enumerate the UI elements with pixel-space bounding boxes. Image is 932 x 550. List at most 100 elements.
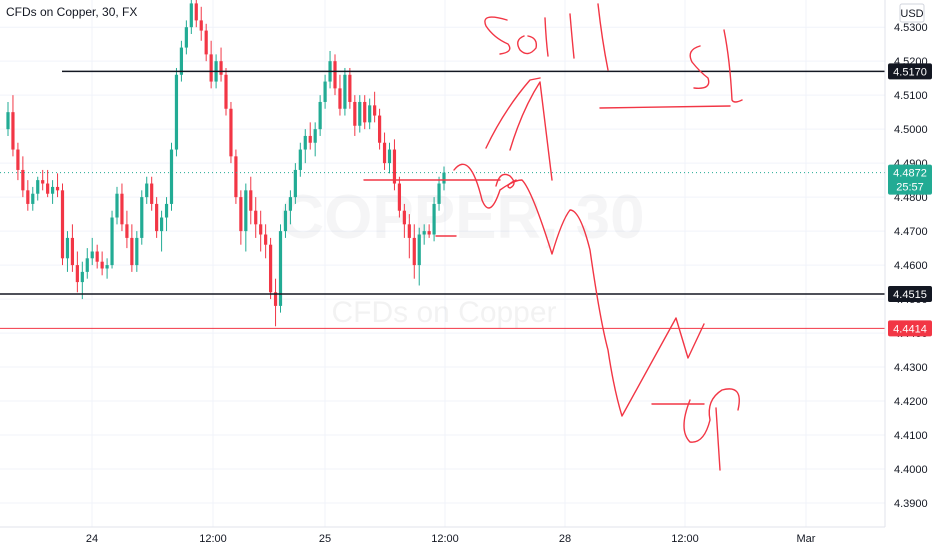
candle-body — [140, 197, 144, 238]
y-tick-label: 4.4800 — [894, 192, 928, 204]
candle — [50, 180, 55, 204]
chart-title: CFDs on Copper, 30, FX — [6, 5, 137, 19]
candle — [328, 50, 332, 89]
candle-body — [70, 237, 75, 266]
horizontal-lines — [0, 70, 885, 329]
candle-body — [36, 180, 40, 194]
candle-body — [120, 193, 124, 225]
candle — [140, 190, 144, 245]
hline-price-label: 4.4515 — [888, 285, 932, 302]
candle-body — [31, 193, 35, 204]
candle-body — [150, 183, 154, 204]
candle — [55, 173, 60, 198]
current-price-label: 4.4872 25:57 — [888, 164, 932, 195]
candle — [21, 156, 25, 198]
candle-body — [254, 210, 258, 225]
time-axis: 24 12:00 25 12:00 28 12:00 Mar — [86, 533, 816, 545]
candle — [308, 122, 312, 150]
candle — [427, 224, 431, 238]
candle — [377, 108, 382, 150]
candle-body — [437, 183, 441, 204]
candle — [417, 227, 421, 286]
candle — [110, 210, 114, 269]
candle — [174, 67, 179, 157]
y-tick-label: 4.3900 — [894, 498, 928, 510]
candle-body — [95, 251, 99, 262]
candle — [179, 40, 184, 82]
candle-body — [179, 47, 184, 75]
drawings — [363, 3, 743, 471]
sl-annotation — [599, 29, 743, 109]
candle — [264, 224, 268, 259]
candle-body — [85, 258, 89, 272]
candle-body — [432, 203, 436, 235]
candle-body — [11, 112, 15, 150]
candle-body — [427, 231, 431, 235]
candle — [323, 74, 327, 109]
candle — [244, 183, 248, 252]
candle — [392, 139, 397, 191]
candle-body — [55, 186, 60, 191]
candle — [387, 142, 392, 174]
candle — [268, 237, 273, 300]
currency-badge: USD — [899, 3, 925, 23]
candle — [422, 224, 426, 245]
x-tick-label: 12:00 — [431, 533, 459, 545]
y-tick-label: 4.4700 — [894, 226, 928, 238]
candle — [85, 248, 89, 279]
countdown-text: 25:57 — [896, 182, 924, 194]
candle-body — [130, 237, 134, 266]
candle-body — [268, 244, 273, 293]
y-tick-label: 4.4600 — [894, 260, 928, 272]
hline-label-text: 4.5170 — [893, 66, 927, 78]
candle-body — [135, 237, 139, 266]
candle-body — [125, 224, 129, 238]
candle — [130, 224, 134, 272]
candle-body — [358, 101, 362, 126]
candle — [278, 224, 283, 313]
candle — [412, 224, 416, 279]
candle-body — [313, 129, 317, 143]
candle-body — [343, 74, 347, 109]
candle — [80, 261, 84, 300]
candle — [159, 210, 164, 252]
candle — [234, 149, 238, 204]
candle-body — [308, 135, 312, 143]
candle-body — [174, 74, 179, 150]
candle — [229, 101, 233, 164]
candle-body — [407, 224, 411, 238]
candle — [348, 67, 352, 109]
candle — [402, 203, 406, 238]
hline-label-text: 4.4515 — [893, 289, 927, 301]
candle — [46, 169, 50, 198]
candle — [11, 95, 15, 157]
candle-body — [50, 186, 55, 194]
price-axis: 4.53004.52004.51004.50004.49004.48004.47… — [0, 0, 928, 528]
candle — [273, 278, 278, 327]
candle-body — [90, 251, 94, 259]
candle — [432, 197, 436, 242]
y-tick-label: 4.4300 — [894, 362, 928, 374]
hline-price-label: 4.4414 — [888, 320, 932, 337]
candle-body — [412, 237, 416, 266]
current-price-bg — [888, 164, 932, 195]
candle-body — [382, 142, 387, 164]
candle — [303, 129, 307, 164]
candle-body — [21, 169, 25, 191]
y-tick-label: 4.4200 — [894, 396, 928, 408]
candle — [150, 176, 154, 211]
candle — [164, 197, 169, 232]
candle-body — [397, 183, 402, 211]
candle-body — [169, 149, 174, 204]
current-price-text: 4.4872 — [893, 168, 927, 180]
candle — [397, 176, 402, 218]
candle — [70, 224, 75, 272]
candle — [358, 95, 362, 133]
candle-body — [16, 149, 20, 170]
re-annotation — [495, 173, 517, 189]
candle — [313, 122, 317, 157]
candle-body — [283, 210, 288, 232]
candle-body — [318, 101, 322, 130]
candle — [125, 210, 129, 249]
